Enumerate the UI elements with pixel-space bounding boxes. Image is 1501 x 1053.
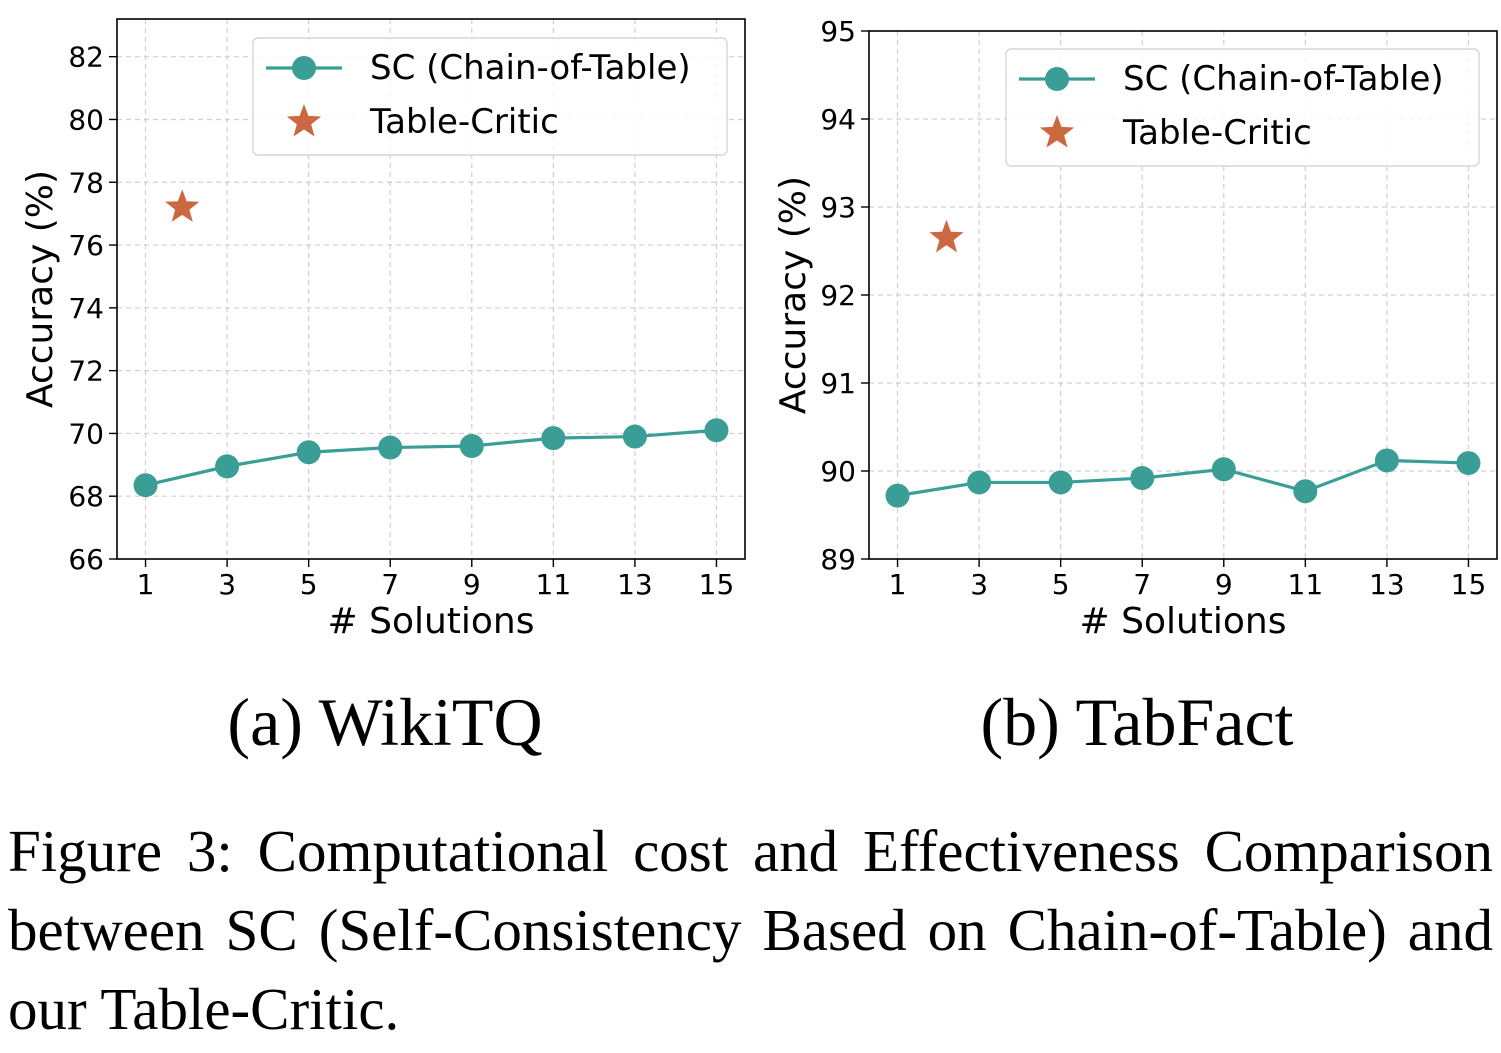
y-tick-label: 94 bbox=[820, 103, 856, 136]
x-tick-label: 1 bbox=[889, 568, 907, 601]
data-point-sc bbox=[967, 470, 992, 495]
data-point-sc bbox=[541, 426, 566, 451]
y-tick-label: 92 bbox=[820, 279, 856, 312]
data-point-sc bbox=[296, 440, 321, 465]
x-tick-label: 11 bbox=[536, 568, 572, 601]
y-tick-label: 80 bbox=[68, 103, 104, 136]
series-line-sc bbox=[145, 428, 717, 487]
y-tick-label: 68 bbox=[68, 480, 104, 513]
y-tick-label: 72 bbox=[68, 355, 104, 388]
data-point-sc bbox=[378, 435, 403, 460]
data-point-sc bbox=[885, 483, 910, 508]
y-tick-label: 93 bbox=[820, 191, 856, 224]
x-axis-label: # Solutions bbox=[1079, 601, 1286, 642]
x-tick-label: 3 bbox=[218, 568, 236, 601]
data-point-table-critic bbox=[929, 219, 964, 253]
data-point-sc bbox=[133, 473, 158, 498]
legend-label-sc: SC (Chain-of-Table) bbox=[370, 48, 691, 88]
y-tick-label: 91 bbox=[820, 367, 856, 400]
x-tick-label: 15 bbox=[1451, 568, 1487, 601]
x-tick-label: 5 bbox=[300, 568, 318, 601]
data-point-sc bbox=[215, 454, 240, 479]
x-axis-label: # Solutions bbox=[327, 601, 534, 642]
subcaption-tabfact: (b) TabFact bbox=[980, 684, 1294, 760]
data-point-sc bbox=[704, 418, 729, 443]
x-tick-label: 9 bbox=[1215, 568, 1233, 601]
legend-marker-sc bbox=[292, 56, 316, 80]
x-tick-label: 5 bbox=[1052, 568, 1070, 601]
data-point-sc bbox=[1048, 470, 1073, 495]
data-point-sc bbox=[459, 433, 484, 458]
y-tick-label: 66 bbox=[68, 543, 104, 576]
data-point-table-critic bbox=[165, 189, 200, 222]
legend-label-table-critic: Table-Critic bbox=[369, 102, 559, 142]
series-line-sc bbox=[897, 458, 1469, 498]
data-point-sc bbox=[1456, 451, 1481, 476]
y-axis-label: Accuracy (%) bbox=[20, 170, 61, 408]
y-tick-label: 82 bbox=[68, 41, 104, 74]
data-point-sc bbox=[1211, 457, 1236, 482]
y-tick-label: 90 bbox=[820, 455, 856, 488]
x-tick-label: 13 bbox=[1369, 568, 1405, 601]
data-point-sc bbox=[1374, 448, 1399, 473]
subcaption-wikitq: (a) WikiTQ bbox=[227, 684, 543, 760]
x-tick-label: 13 bbox=[617, 568, 653, 601]
x-tick-label: 7 bbox=[381, 568, 399, 601]
y-axis-label: Accuracy (%) bbox=[773, 176, 814, 414]
data-point-sc bbox=[1130, 466, 1155, 491]
y-tick-label: 76 bbox=[68, 229, 104, 262]
data-point-sc bbox=[1293, 479, 1318, 504]
plot-frame bbox=[116, 18, 746, 560]
data-point-sc bbox=[622, 424, 647, 449]
x-tick-label: 1 bbox=[137, 568, 155, 601]
y-tick-label: 70 bbox=[68, 417, 104, 450]
legend-box bbox=[1005, 48, 1480, 167]
y-tick-label: 89 bbox=[820, 543, 856, 576]
figure-caption: Figure 3: Computational cost and Effecti… bbox=[8, 818, 1493, 1042]
legend-marker-table-critic bbox=[1039, 115, 1075, 148]
x-tick-label: 7 bbox=[1133, 568, 1151, 601]
legend-marker-sc bbox=[1045, 67, 1069, 91]
legend-label-table-critic: Table-Critic bbox=[1122, 113, 1312, 153]
legend-box bbox=[252, 37, 728, 156]
legend-marker-table-critic bbox=[286, 104, 322, 137]
x-tick-label: 9 bbox=[463, 568, 481, 601]
y-tick-label: 95 bbox=[820, 15, 856, 48]
y-tick-label: 74 bbox=[68, 292, 104, 325]
y-tick-label: 78 bbox=[68, 166, 104, 199]
x-tick-label: 3 bbox=[970, 568, 988, 601]
legend-label-sc: SC (Chain-of-Table) bbox=[1123, 59, 1444, 99]
x-tick-label: 11 bbox=[1288, 568, 1324, 601]
x-tick-label: 15 bbox=[699, 568, 735, 601]
